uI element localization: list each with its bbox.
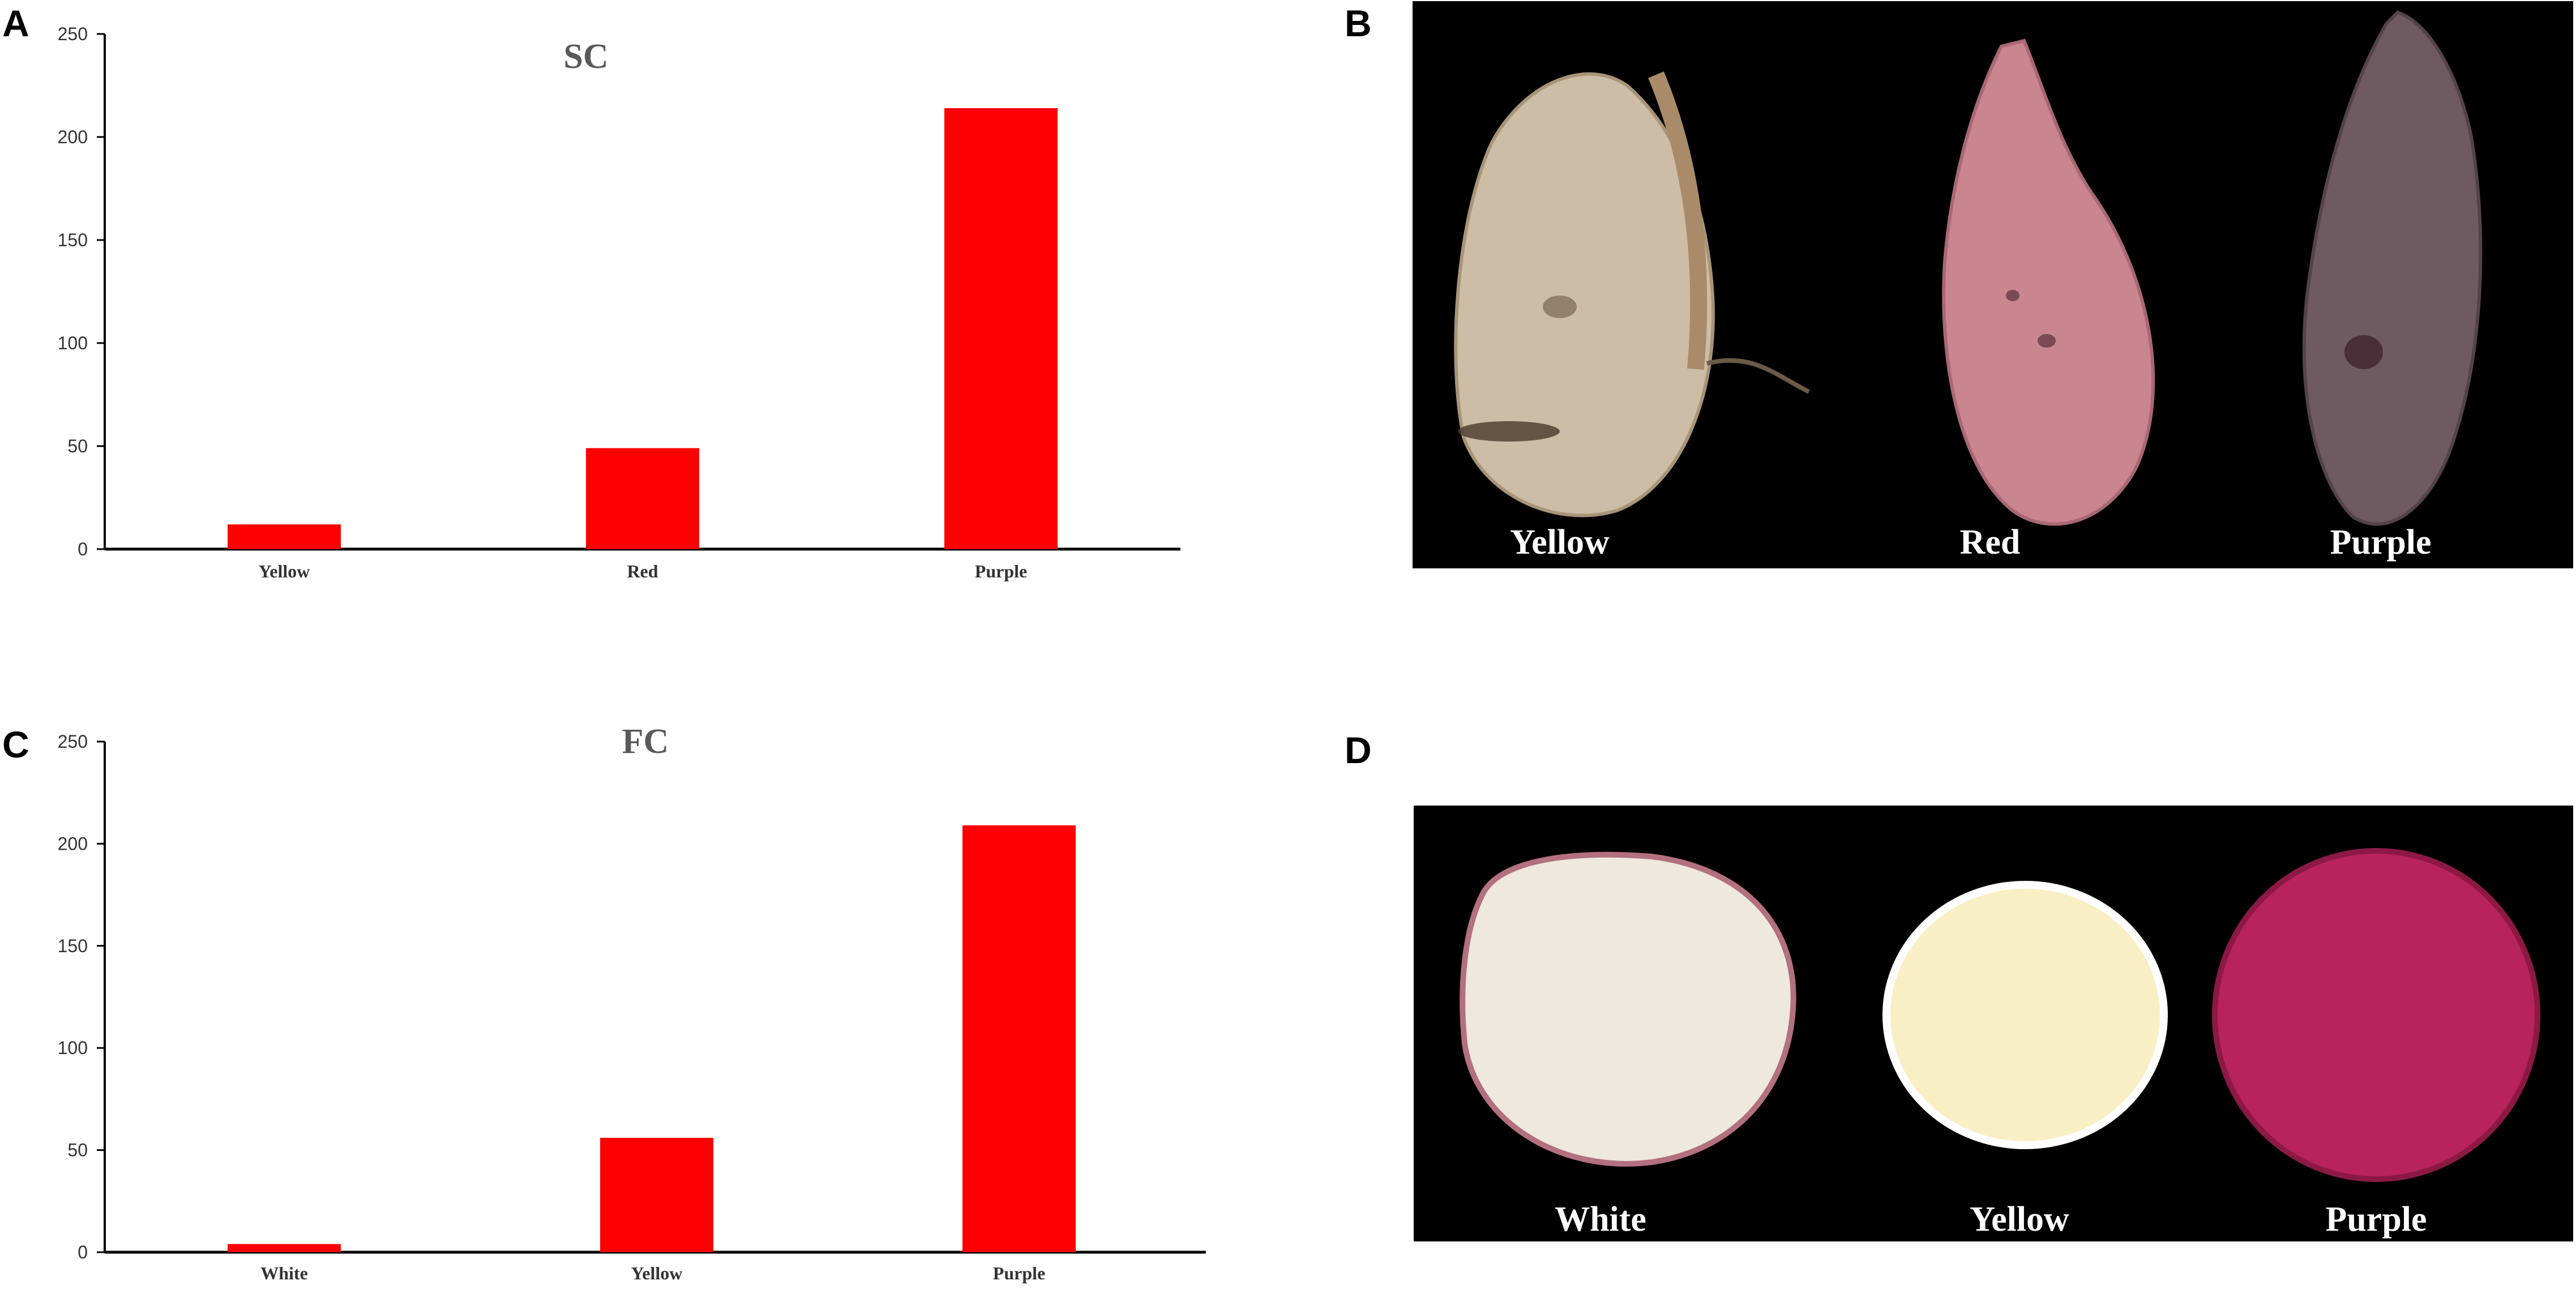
potato-red-skin <box>1942 38 2155 526</box>
photo-label-white: White <box>1555 1200 1646 1239</box>
photo-skin-colors: Yellow Red Purple <box>1413 1 2573 568</box>
potato-yellow-root <box>1706 358 1810 394</box>
potato-yellow-spot <box>1458 421 1560 442</box>
y-tick-label: 250 <box>58 24 88 44</box>
panel-letter-b: B <box>1345 2 1372 44</box>
bar <box>600 1137 713 1252</box>
y-tick-label: 150 <box>58 230 88 250</box>
photo-label-yellow: Yellow <box>1510 523 1610 562</box>
y-tick-label: 200 <box>58 127 88 147</box>
y-tick-label: 100 <box>58 333 88 353</box>
x-tick-label: Yellow <box>259 561 310 581</box>
y-tick-label: 0 <box>78 539 88 559</box>
photo-label-purple: Purple <box>2330 523 2432 562</box>
chart-title: FC <box>622 722 669 761</box>
y-tick-label: 50 <box>67 1140 88 1160</box>
potato-yellow-skin <box>1454 72 1715 517</box>
slice-purple-flesh <box>2212 848 2540 1182</box>
chart-fc: 0 50 100 150 200 250 White Yellow Purple FC <box>58 722 1206 1283</box>
bar <box>586 448 699 549</box>
y-tick-label: 100 <box>58 1038 88 1058</box>
y-tick-label: 200 <box>58 833 88 854</box>
panel-letter-c: C <box>2 723 29 765</box>
potato-yellow-spot <box>1543 296 1577 318</box>
bar <box>228 524 341 549</box>
bar <box>228 1244 341 1252</box>
potato-purple-spot <box>2344 335 2383 369</box>
slice-yellow-flesh <box>1882 881 2168 1149</box>
potato-red-spot <box>2006 290 2019 301</box>
x-tick-label: Red <box>627 561 658 581</box>
slice-white-flesh <box>1460 851 1796 1167</box>
x-tick-label: Yellow <box>631 1263 683 1283</box>
potato-purple-skin <box>2302 10 2483 526</box>
y-tick-label: 50 <box>67 436 88 456</box>
chart-sc: 0 50 100 150 200 250 Yellow Red Purple SC <box>58 24 1180 581</box>
photo-label-purple-flesh: Purple <box>2325 1200 2427 1239</box>
x-tick-label: Purple <box>993 1263 1045 1283</box>
potato-yellow-stem <box>1648 71 1708 370</box>
panel-letter-d: D <box>1345 729 1372 771</box>
photo-label-yellow-flesh: Yellow <box>1970 1200 2069 1239</box>
x-tick-label: Purple <box>975 561 1027 581</box>
bar <box>944 108 1058 550</box>
sweet-potato-skin-illustration <box>1454 10 2483 526</box>
photo-label-red: Red <box>1959 523 2021 562</box>
potato-red-spot <box>2038 334 2056 348</box>
panel-letter-a: A <box>2 2 29 44</box>
chart-title: SC <box>563 37 608 76</box>
photo-flesh-colors: White Yellow Purple <box>1414 806 2573 1241</box>
y-tick-label: 0 <box>78 1242 88 1262</box>
y-tick-label: 250 <box>58 731 88 752</box>
y-tick-label: 150 <box>58 936 88 956</box>
sweet-potato-flesh-illustration <box>1460 848 2540 1182</box>
bar <box>962 825 1076 1252</box>
x-tick-label: White <box>260 1263 308 1283</box>
